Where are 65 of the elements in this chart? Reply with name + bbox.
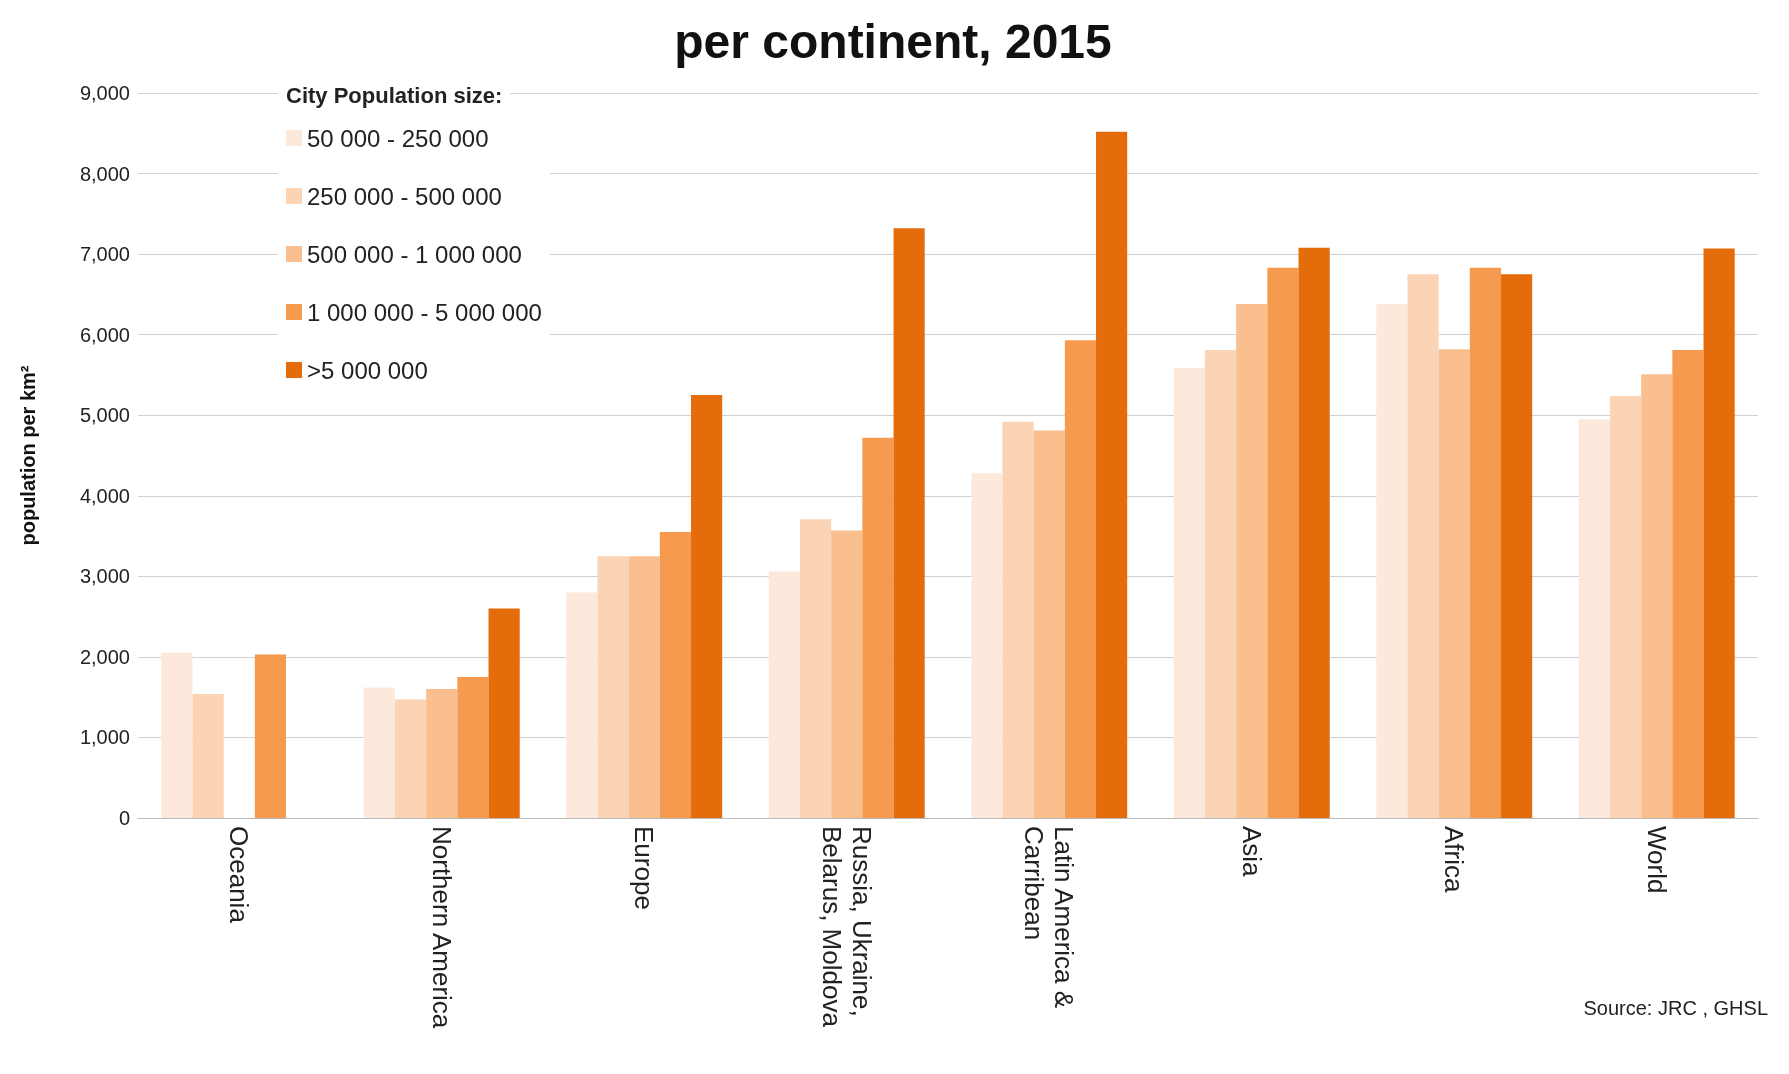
x-tick-label: Northern America: [426, 826, 457, 1029]
y-tick-label: 5,000: [79, 404, 130, 427]
bar: [1002, 421, 1034, 818]
legend-label: 250 000 - 500 000: [307, 182, 502, 210]
bar: [597, 556, 629, 818]
bar: [1703, 248, 1735, 818]
x-tick-label: Oceania: [224, 826, 255, 924]
bar: [394, 699, 427, 818]
bar: [1501, 274, 1533, 818]
legend-label: 50 000 - 250 000: [307, 124, 489, 152]
chart-title: per continent, 2015: [674, 14, 1112, 68]
bar: [1672, 349, 1704, 818]
bar: [1407, 274, 1439, 818]
bar: [893, 228, 925, 818]
bar: [1096, 131, 1128, 818]
bar: [1173, 367, 1205, 818]
x-tick-label: Russia, Ukraine, Belarus, Moldova: [816, 826, 877, 1028]
bar: [1267, 267, 1299, 818]
bar: [488, 608, 520, 818]
x-tick-label: Europe: [629, 826, 660, 910]
bar: [1204, 349, 1237, 818]
y-tick-label: 2,000: [79, 645, 130, 668]
legend-label: 500 000 - 1 000 000: [307, 240, 522, 268]
x-tick-label: World: [1641, 826, 1672, 894]
bar: [192, 693, 224, 818]
y-tick-label: 4,000: [79, 484, 130, 507]
bar: [1469, 267, 1502, 818]
bar: [799, 519, 832, 818]
y-tick-label: 6,000: [79, 323, 130, 346]
bar: [1641, 374, 1673, 818]
source-note: Source: JRC , GHSL: [1583, 997, 1769, 1019]
bar: [161, 652, 193, 818]
bar: [1033, 430, 1065, 818]
bar: [659, 532, 692, 818]
x-tick-label: Latin America & Carribean: [1019, 826, 1080, 1016]
bar: [1609, 395, 1642, 818]
bar: [254, 654, 287, 818]
bar: [1438, 349, 1470, 818]
x-tick-label: Africa: [1439, 826, 1470, 893]
bar: [1236, 304, 1268, 818]
x-tick-label: Asia: [1236, 826, 1267, 878]
bar: [426, 689, 458, 818]
y-tick-label: 8,000: [79, 162, 130, 185]
bar: [363, 687, 395, 818]
bar: [1578, 419, 1610, 818]
bar: [1298, 247, 1330, 818]
y-tick-label: 0: [118, 807, 130, 829]
bar: [971, 473, 1003, 818]
y-tick-label: 1,000: [79, 726, 130, 749]
y-tick-label: 9,000: [79, 82, 130, 104]
legend-title: City Population size:: [286, 82, 503, 108]
y-axis-title: population per km²: [17, 365, 39, 546]
bar: [1064, 340, 1097, 818]
bar: [1376, 304, 1408, 818]
y-tick-label: 7,000: [79, 243, 130, 266]
legend-label: >5 000 000: [307, 356, 428, 384]
bar: [566, 592, 598, 818]
bar: [628, 556, 660, 818]
bar: [831, 530, 863, 818]
y-tick-label: 3,000: [79, 565, 130, 588]
bar: [768, 571, 800, 818]
bar: [862, 437, 894, 818]
bar: [691, 395, 723, 818]
bar: [457, 677, 489, 818]
legend-label: 1 000 000 - 5 000 000: [307, 298, 542, 326]
